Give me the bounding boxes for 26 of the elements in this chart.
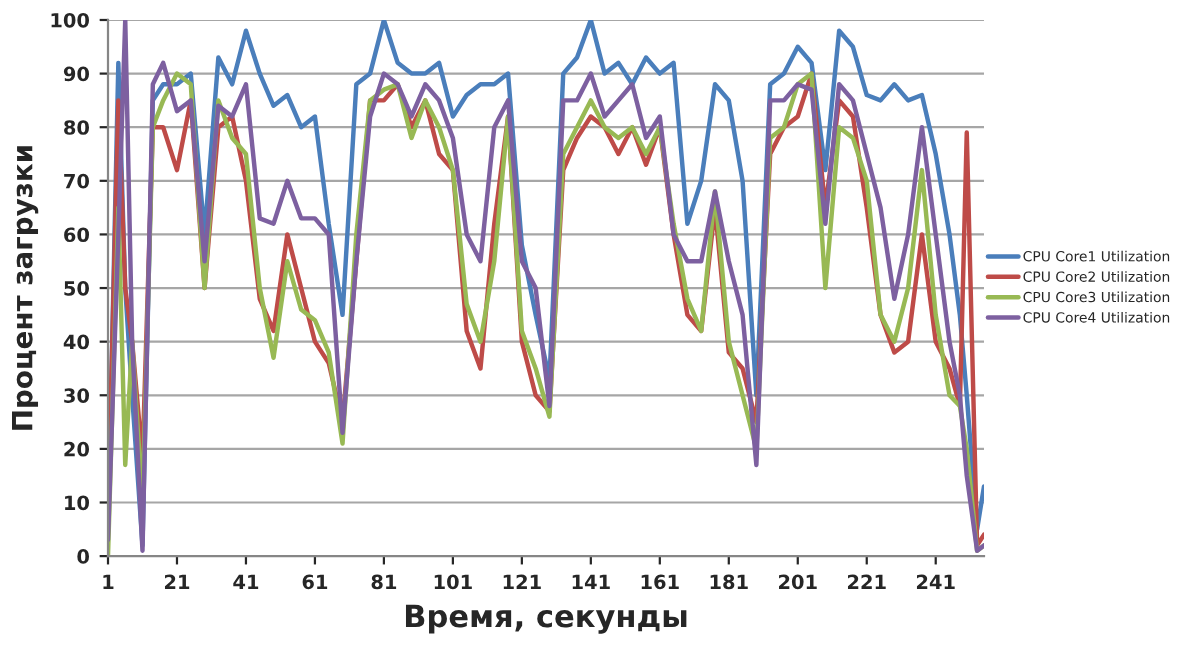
y-tick-label: 100	[51, 12, 90, 28]
x-tick-label: 201	[779, 574, 817, 590]
y-tick-label: 10	[65, 495, 90, 511]
x-tick-label: 241	[916, 574, 955, 589]
y-tick-label: 70	[64, 173, 90, 189]
y-tick-label: 30	[64, 388, 90, 403]
y-axis-title: Процент загрузки	[12, 146, 39, 430]
y-tick-label: 20	[64, 441, 90, 457]
y-tick-label: 40	[63, 334, 90, 350]
y-tick-label: 60	[64, 227, 90, 243]
x-tick-label: 141	[572, 574, 610, 589]
x-axis-title: Время, секунды	[405, 604, 687, 634]
x-tick-label: 221	[847, 574, 886, 589]
x-tick-label: 161	[641, 574, 679, 590]
y-tick-label: 50	[64, 281, 90, 296]
x-tick-label: 101	[434, 574, 472, 590]
x-tick-label: 81	[371, 574, 397, 590]
y-tick-label: 80	[64, 120, 90, 135]
x-tick-label: 21	[164, 574, 190, 589]
x-tick-label: 181	[710, 574, 748, 590]
y-tick-label: 0	[77, 549, 90, 564]
x-tick-label: 1	[103, 574, 114, 589]
x-tick-label: 121	[503, 574, 541, 589]
x-tick-label: 41	[233, 574, 259, 589]
y-tick-label: 90	[63, 66, 90, 82]
x-tick-label: 61	[302, 574, 328, 590]
